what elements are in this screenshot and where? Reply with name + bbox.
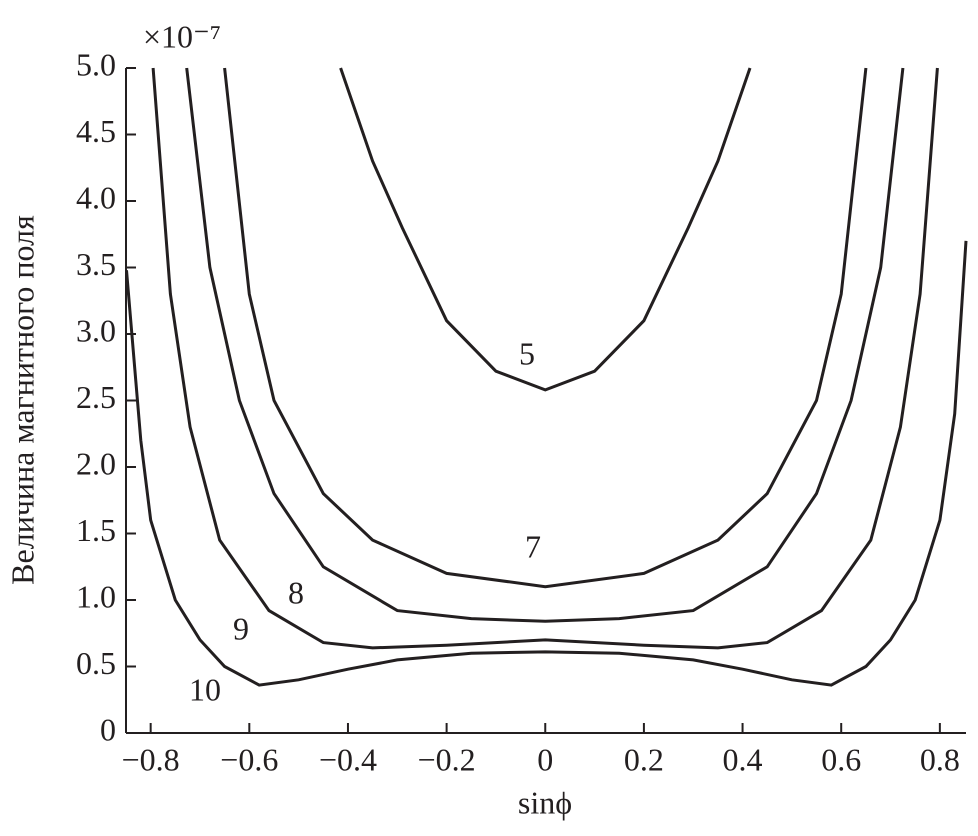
line xyxy=(223,67,868,589)
y-tick-label: 4.0 xyxy=(76,179,116,215)
y-offset-text: ×10⁻⁷ xyxy=(143,18,221,54)
line xyxy=(125,240,968,687)
y-tick-label: 3.5 xyxy=(76,246,116,282)
y-tick-label: 1.0 xyxy=(76,578,116,614)
series-label: 7 xyxy=(525,528,541,564)
series-label: 10 xyxy=(189,671,221,707)
y-tick-label: 1.5 xyxy=(76,512,116,548)
y-tick-label: 2.5 xyxy=(76,379,116,415)
x-tick-label: 0.2 xyxy=(624,741,664,777)
line xyxy=(339,67,752,392)
series-label: 9 xyxy=(233,610,249,646)
y-tick-label: 5.0 xyxy=(76,46,116,82)
line xyxy=(151,67,939,650)
y-tick-label: 2.0 xyxy=(76,445,116,481)
x-axis-label: sinϕ xyxy=(518,784,572,820)
y-tick-label: 0 xyxy=(100,711,116,747)
x-tick-label: 0 xyxy=(537,741,553,777)
y-tick-label: 3.0 xyxy=(76,312,116,348)
x-tick-label: −0.6 xyxy=(220,741,278,777)
series-label: 8 xyxy=(288,574,304,610)
x-tick-label: −0.8 xyxy=(122,741,180,777)
x-tick-label: 0.6 xyxy=(821,741,861,777)
y-axis-label: Величина магнитного поля xyxy=(4,215,40,585)
x-tick-label: −0.2 xyxy=(418,741,476,777)
line xyxy=(185,67,905,623)
series-label: 5 xyxy=(519,335,535,371)
x-tick-label: 0.8 xyxy=(920,741,960,777)
y-tick-label: 4.5 xyxy=(76,113,116,149)
y-tick-label: 0.5 xyxy=(76,645,116,681)
x-tick-label: 0.4 xyxy=(723,741,763,777)
x-tick-label: −0.4 xyxy=(319,741,377,777)
